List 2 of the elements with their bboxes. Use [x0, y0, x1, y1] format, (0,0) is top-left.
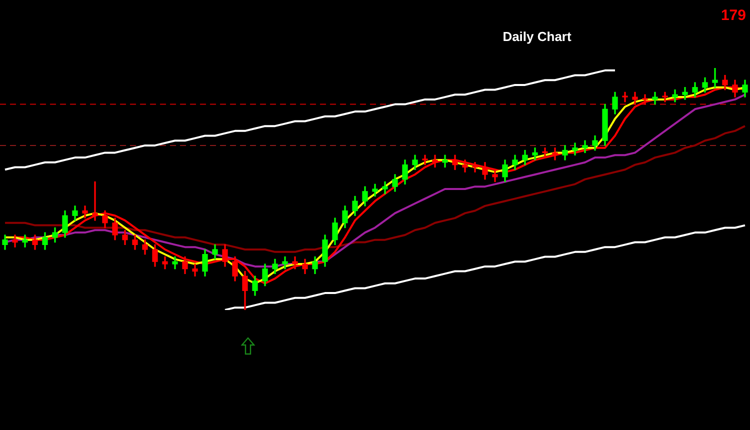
- chart-title: Daily Chart: [502, 29, 572, 44]
- text: 179: [720, 7, 746, 24]
